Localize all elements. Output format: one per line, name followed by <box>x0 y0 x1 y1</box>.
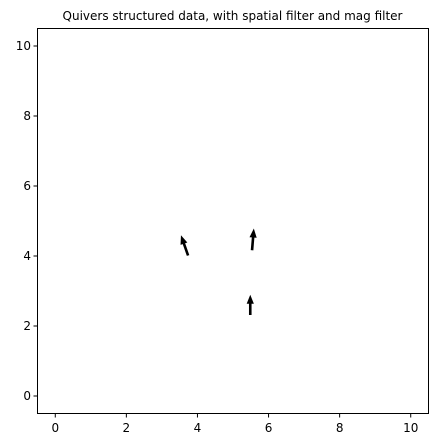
plot-area <box>37 28 429 414</box>
quiver-arrows <box>180 228 257 315</box>
quiver-arrow <box>180 235 190 256</box>
y-tick-label: 2 <box>23 319 31 333</box>
quiver-arrow <box>249 228 257 251</box>
y-tick-label: 0 <box>23 389 31 403</box>
x-tick-label: 4 <box>194 421 202 435</box>
x-tick-label: 8 <box>336 421 344 435</box>
x-tick-label: 6 <box>265 421 273 435</box>
y-tick-label: 10 <box>16 39 31 53</box>
y-tick-label: 6 <box>23 179 31 193</box>
x-tick-label: 0 <box>51 421 59 435</box>
quiver-arrow <box>246 294 254 315</box>
y-tick-label: 8 <box>23 109 31 123</box>
y-axis: 0 2 4 6 8 10 <box>16 39 38 403</box>
x-tick-label: 2 <box>123 421 131 435</box>
chart-title: Quivers structured data, with spatial fi… <box>63 9 403 23</box>
y-tick-label: 4 <box>23 249 31 263</box>
x-tick-label: 10 <box>403 421 418 435</box>
x-axis: 0 2 4 6 8 10 <box>51 413 418 435</box>
